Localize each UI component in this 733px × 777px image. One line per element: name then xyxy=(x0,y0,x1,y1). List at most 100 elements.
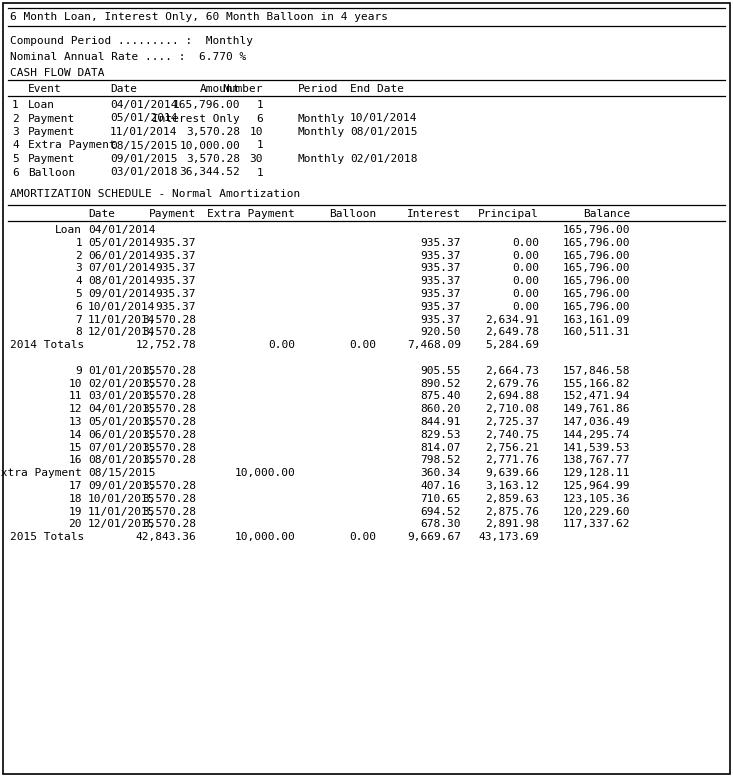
Text: Extra Payment: Extra Payment xyxy=(28,141,116,151)
Text: 165,796.00: 165,796.00 xyxy=(562,289,630,299)
Text: 17: 17 xyxy=(68,481,82,491)
Text: Period: Period xyxy=(298,84,339,94)
Text: 3,570.28: 3,570.28 xyxy=(142,392,196,402)
Text: 141,539.53: 141,539.53 xyxy=(562,443,630,452)
Text: 18: 18 xyxy=(68,494,82,503)
Text: 2,859.63: 2,859.63 xyxy=(485,494,539,503)
Text: 04/01/2014: 04/01/2014 xyxy=(88,225,155,235)
Text: 10: 10 xyxy=(68,378,82,388)
Text: CASH FLOW DATA: CASH FLOW DATA xyxy=(10,68,105,78)
Text: 2: 2 xyxy=(12,113,19,124)
Text: 160,511.31: 160,511.31 xyxy=(562,327,630,337)
Text: Date: Date xyxy=(88,209,115,219)
Text: 5: 5 xyxy=(12,154,19,164)
Text: 3,570.28: 3,570.28 xyxy=(142,443,196,452)
Text: 12/01/2014: 12/01/2014 xyxy=(88,327,155,337)
Text: 4: 4 xyxy=(75,276,82,286)
Text: 0.00: 0.00 xyxy=(512,251,539,260)
Text: 138,767.77: 138,767.77 xyxy=(562,455,630,465)
Text: 935.37: 935.37 xyxy=(155,263,196,274)
Text: 935.37: 935.37 xyxy=(421,289,461,299)
Text: Number: Number xyxy=(223,84,263,94)
Text: 3,570.28: 3,570.28 xyxy=(142,494,196,503)
Text: 3,570.28: 3,570.28 xyxy=(142,519,196,529)
Text: 3: 3 xyxy=(75,263,82,274)
Text: 03/01/2018: 03/01/2018 xyxy=(110,168,177,177)
Text: 844.91: 844.91 xyxy=(421,417,461,427)
Text: 07/01/2015: 07/01/2015 xyxy=(88,443,155,452)
Text: 08/01/2014: 08/01/2014 xyxy=(88,276,155,286)
Text: 798.52: 798.52 xyxy=(421,455,461,465)
Text: 4: 4 xyxy=(12,141,19,151)
Text: 163,161.09: 163,161.09 xyxy=(562,315,630,325)
Text: 05/01/2015: 05/01/2015 xyxy=(88,417,155,427)
Text: 3,570.28: 3,570.28 xyxy=(142,315,196,325)
Text: 935.37: 935.37 xyxy=(155,301,196,312)
Text: 2,710.08: 2,710.08 xyxy=(485,404,539,414)
Text: 04/01/2014: 04/01/2014 xyxy=(110,100,177,110)
Text: 710.65: 710.65 xyxy=(421,494,461,503)
Text: 06/01/2015: 06/01/2015 xyxy=(88,430,155,440)
Text: 1: 1 xyxy=(257,168,263,177)
Text: 0.00: 0.00 xyxy=(512,276,539,286)
Text: 9: 9 xyxy=(75,366,82,376)
Text: 04/01/2015: 04/01/2015 xyxy=(88,404,155,414)
Text: 10/01/2015: 10/01/2015 xyxy=(88,494,155,503)
Text: 12/01/2015: 12/01/2015 xyxy=(88,519,155,529)
Text: 147,036.49: 147,036.49 xyxy=(562,417,630,427)
Text: 125,964.99: 125,964.99 xyxy=(562,481,630,491)
Text: 10,000.00: 10,000.00 xyxy=(235,532,295,542)
Text: 2,679.76: 2,679.76 xyxy=(485,378,539,388)
Text: 6: 6 xyxy=(12,168,19,177)
Text: Payment: Payment xyxy=(28,127,75,137)
Text: 12,752.78: 12,752.78 xyxy=(136,340,196,350)
Text: 02/01/2015: 02/01/2015 xyxy=(88,378,155,388)
Text: Compound Period ......... :  Monthly: Compound Period ......... : Monthly xyxy=(10,36,253,46)
Text: 1: 1 xyxy=(257,141,263,151)
Text: 165,796.00: 165,796.00 xyxy=(562,225,630,235)
Text: 407.16: 407.16 xyxy=(421,481,461,491)
Text: Loan: Loan xyxy=(28,100,55,110)
Text: 11/01/2015: 11/01/2015 xyxy=(88,507,155,517)
Text: 02/01/2018: 02/01/2018 xyxy=(350,154,418,164)
Text: 120,229.60: 120,229.60 xyxy=(562,507,630,517)
Text: Extra Payment: Extra Payment xyxy=(207,209,295,219)
Text: 123,105.36: 123,105.36 xyxy=(562,494,630,503)
Text: 935.37: 935.37 xyxy=(421,251,461,260)
Text: 2,740.75: 2,740.75 xyxy=(485,430,539,440)
Text: 3,570.28: 3,570.28 xyxy=(142,404,196,414)
Text: Balloon: Balloon xyxy=(28,168,75,177)
Text: 9,639.66: 9,639.66 xyxy=(485,469,539,478)
Text: Nominal Annual Rate .... :  6.770 %: Nominal Annual Rate .... : 6.770 % xyxy=(10,52,246,62)
Text: 09/01/2015: 09/01/2015 xyxy=(88,481,155,491)
Text: 165,796.00: 165,796.00 xyxy=(562,301,630,312)
Text: 11/01/2014: 11/01/2014 xyxy=(88,315,155,325)
Text: 935.37: 935.37 xyxy=(155,251,196,260)
Text: 3,570.28: 3,570.28 xyxy=(142,378,196,388)
Text: 10,000.00: 10,000.00 xyxy=(235,469,295,478)
Text: 3,570.28: 3,570.28 xyxy=(142,417,196,427)
Text: 935.37: 935.37 xyxy=(421,263,461,274)
Text: 10: 10 xyxy=(249,127,263,137)
Text: 30: 30 xyxy=(249,154,263,164)
Text: 935.37: 935.37 xyxy=(421,276,461,286)
Text: 2: 2 xyxy=(75,251,82,260)
Text: 08/15/2015: 08/15/2015 xyxy=(88,469,155,478)
Text: 860.20: 860.20 xyxy=(421,404,461,414)
Text: 0.00: 0.00 xyxy=(512,301,539,312)
Text: 3,570.28: 3,570.28 xyxy=(142,481,196,491)
Text: 165,796.00: 165,796.00 xyxy=(562,276,630,286)
Text: 920.50: 920.50 xyxy=(421,327,461,337)
Text: 6: 6 xyxy=(75,301,82,312)
Text: 829.53: 829.53 xyxy=(421,430,461,440)
Text: 11/01/2014: 11/01/2014 xyxy=(110,127,177,137)
Text: Loan: Loan xyxy=(55,225,82,235)
Text: 5,284.69: 5,284.69 xyxy=(485,340,539,350)
Text: 935.37: 935.37 xyxy=(421,301,461,312)
Text: 09/01/2014: 09/01/2014 xyxy=(88,289,155,299)
Text: 16: 16 xyxy=(68,455,82,465)
Text: 20: 20 xyxy=(68,519,82,529)
Text: 2,694.88: 2,694.88 xyxy=(485,392,539,402)
Text: 0.00: 0.00 xyxy=(268,340,295,350)
Text: 09/01/2015: 09/01/2015 xyxy=(110,154,177,164)
